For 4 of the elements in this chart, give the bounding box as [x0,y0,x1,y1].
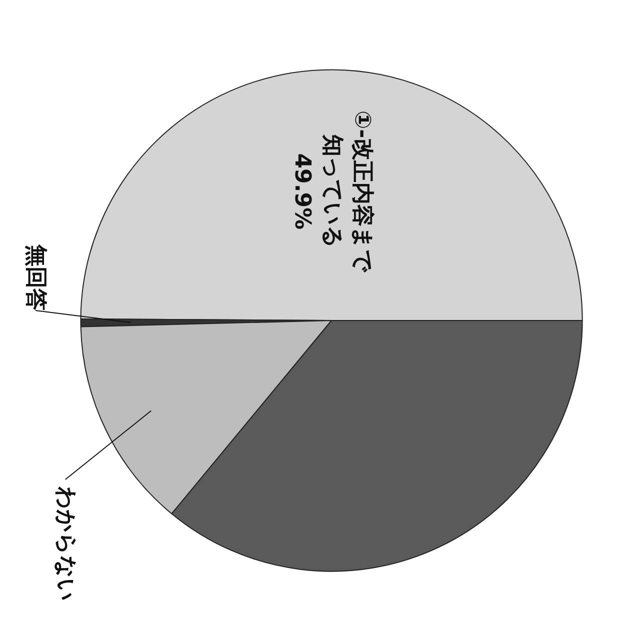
slice-label: わからない [52,486,78,602]
slice-label: 無回答 [23,243,48,310]
data-label: 49.9% [289,153,314,230]
slice-label: ①-改正内容まで知っている [319,110,376,272]
